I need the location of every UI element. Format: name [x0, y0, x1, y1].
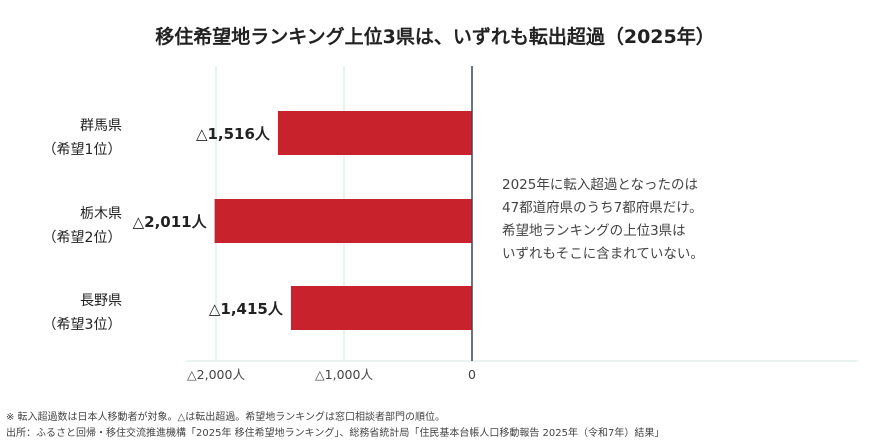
data-label: △1,415人 — [209, 300, 284, 318]
annotation-line: 47都道府県のうち7都府県だけ。 — [502, 200, 703, 216]
annotation-line: 希望地ランキングの上位3県は — [502, 223, 686, 239]
category-rank-label: （希望3位） — [43, 317, 122, 333]
bar — [277, 111, 472, 155]
category-label: 栃木県 — [80, 206, 122, 222]
annotation-line: 2025年に転入超過となったのは — [502, 177, 698, 193]
annotation-line: いずれもそこに含まれていない。 — [502, 246, 704, 262]
footnote-source: 出所：ふるさと回帰・移住交流推進機構「2025年 移住希望地ランキング」、総務省… — [6, 428, 665, 439]
x-tick-label: △2,000人 — [187, 367, 245, 382]
category-label: 長野県 — [80, 293, 122, 309]
category-label: 群馬県 — [80, 118, 122, 134]
footnote-note: ※ 転入超過数は日本人移動者が対象。△は転出超過。希望地ランキングは窓口相談者部… — [6, 412, 445, 423]
bar — [214, 199, 473, 243]
data-label: △2,011人 — [133, 213, 208, 231]
data-label: △1,516人 — [196, 125, 271, 143]
category-rank-label: （希望2位） — [43, 230, 122, 246]
x-tick-label: △1,000人 — [315, 367, 373, 382]
category-rank-label: （希望1位） — [43, 142, 122, 158]
bar — [290, 286, 472, 330]
x-tick-label: 0 — [468, 367, 476, 382]
chart-annotation: 2025年に転入超過となったのは 47都道府県のうち7都府県だけ。 希望地ランキ… — [502, 174, 704, 266]
chart-title: 移住希望地ランキング上位3県は、いずれも転出超過（2025年） — [155, 26, 715, 48]
